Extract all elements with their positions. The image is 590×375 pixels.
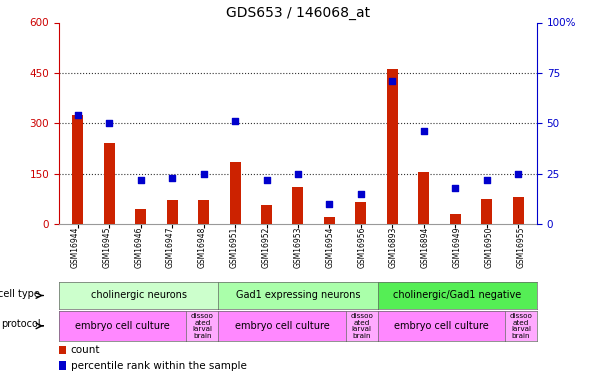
Point <box>450 184 460 190</box>
Bar <box>261 206 272 224</box>
Point <box>199 171 208 177</box>
Text: GSM16946: GSM16946 <box>134 226 143 268</box>
Text: GSM16950: GSM16950 <box>484 226 494 268</box>
Text: GSM16953: GSM16953 <box>293 226 303 268</box>
Bar <box>104 143 115 224</box>
Text: percentile rank within the sample: percentile rank within the sample <box>71 361 247 370</box>
Text: GSM16954: GSM16954 <box>325 226 335 268</box>
Point <box>513 171 523 177</box>
Bar <box>481 199 492 224</box>
Text: GSM16945: GSM16945 <box>102 226 112 268</box>
Text: GSM16944: GSM16944 <box>70 226 80 268</box>
Point <box>356 190 366 196</box>
Bar <box>355 202 366 224</box>
Bar <box>450 214 461 224</box>
Text: GSM16894: GSM16894 <box>421 226 430 268</box>
Point <box>324 201 334 207</box>
Text: embryo cell culture: embryo cell culture <box>394 321 489 331</box>
Text: cholinergic neurons: cholinergic neurons <box>91 291 186 300</box>
Text: embryo cell culture: embryo cell culture <box>76 321 170 331</box>
Text: GSM16952: GSM16952 <box>261 226 271 268</box>
Point <box>482 177 491 183</box>
Bar <box>293 187 303 224</box>
Point <box>293 171 303 177</box>
Bar <box>324 217 335 224</box>
Point <box>419 128 428 134</box>
Point <box>230 118 240 124</box>
Text: GSM16955: GSM16955 <box>516 226 526 268</box>
Bar <box>418 172 429 224</box>
Text: GSM16949: GSM16949 <box>453 226 462 268</box>
Bar <box>230 162 241 224</box>
Point <box>136 177 146 183</box>
Text: GSM16956: GSM16956 <box>357 226 366 268</box>
Text: dissoo
ated
larval
brain: dissoo ated larval brain <box>510 313 532 339</box>
Bar <box>513 197 523 224</box>
Text: GSM16948: GSM16948 <box>198 226 207 268</box>
Bar <box>59 346 66 354</box>
Bar <box>73 115 83 224</box>
Text: GSM16947: GSM16947 <box>166 226 175 268</box>
Text: dissoo
ated
larval
brain: dissoo ated larval brain <box>350 313 373 339</box>
Point <box>262 177 271 183</box>
Text: GSM16951: GSM16951 <box>230 226 239 268</box>
Text: protocol: protocol <box>1 320 40 329</box>
Title: GDS653 / 146068_at: GDS653 / 146068_at <box>226 6 370 20</box>
Text: Gad1 expressing neurons: Gad1 expressing neurons <box>235 291 360 300</box>
Bar <box>135 209 146 224</box>
Bar <box>59 362 66 370</box>
Point <box>388 78 397 84</box>
Text: cholinergic/Gad1 negative: cholinergic/Gad1 negative <box>393 291 522 300</box>
Point <box>104 120 114 126</box>
Bar <box>387 69 398 224</box>
Text: dissoo
ated
larval
brain: dissoo ated larval brain <box>191 313 214 339</box>
Text: GSM16893: GSM16893 <box>389 226 398 268</box>
Bar <box>167 200 178 224</box>
Point <box>168 174 177 180</box>
Text: cell type: cell type <box>0 289 40 299</box>
Point <box>73 112 83 118</box>
Bar <box>198 200 209 224</box>
Text: count: count <box>71 345 100 355</box>
Text: embryo cell culture: embryo cell culture <box>235 321 329 331</box>
